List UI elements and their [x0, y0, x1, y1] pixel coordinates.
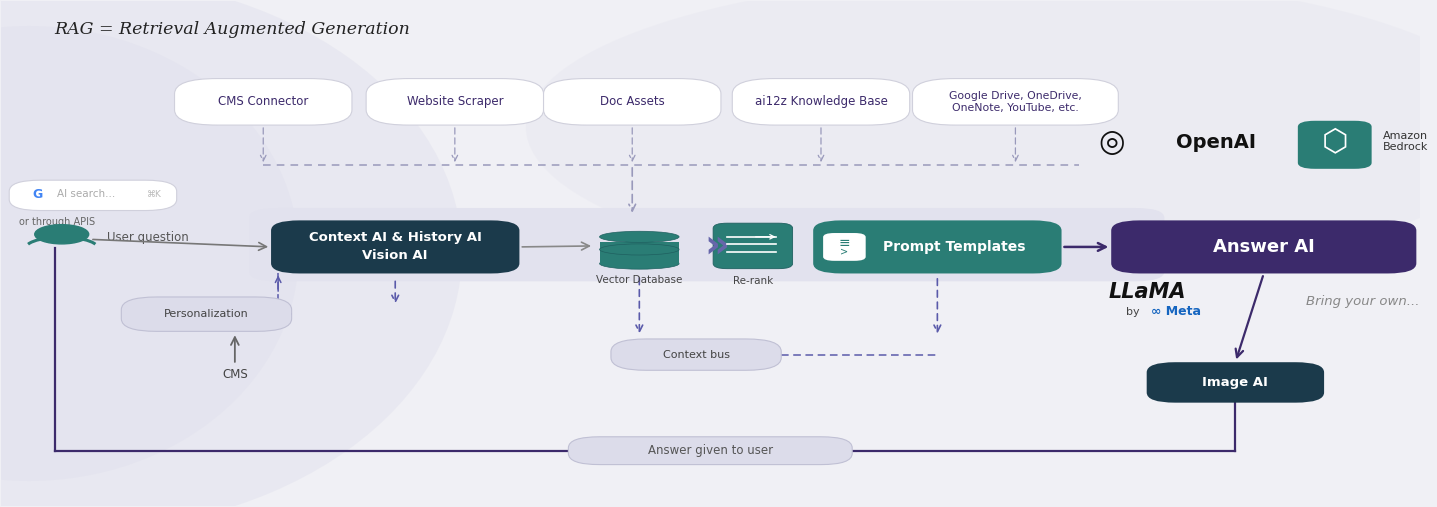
FancyBboxPatch shape	[569, 437, 852, 464]
FancyBboxPatch shape	[366, 79, 543, 125]
FancyBboxPatch shape	[912, 79, 1118, 125]
Text: Amazon: Amazon	[1382, 131, 1428, 141]
FancyBboxPatch shape	[121, 297, 292, 332]
Text: ⌘K: ⌘K	[147, 190, 162, 199]
FancyBboxPatch shape	[249, 208, 1164, 281]
Text: G: G	[32, 188, 42, 201]
Text: Website Scraper: Website Scraper	[407, 95, 503, 108]
Text: OpenAI: OpenAI	[1175, 133, 1256, 152]
Text: »: »	[704, 227, 730, 265]
Text: Bedrock: Bedrock	[1382, 142, 1428, 152]
Text: Re-rank: Re-rank	[733, 276, 773, 286]
Text: ∞ Meta: ∞ Meta	[1151, 305, 1201, 318]
Text: Answer given to user: Answer given to user	[648, 444, 773, 457]
Ellipse shape	[599, 231, 680, 242]
Text: or through APIS: or through APIS	[19, 216, 95, 227]
FancyBboxPatch shape	[272, 221, 519, 273]
Ellipse shape	[0, 26, 299, 481]
Text: Google Drive, OneDrive,
OneNote, YouTube, etc.: Google Drive, OneDrive, OneNote, YouTube…	[948, 91, 1082, 113]
FancyBboxPatch shape	[174, 79, 352, 125]
Text: Bring your own...: Bring your own...	[1306, 295, 1420, 308]
Text: by: by	[1127, 307, 1140, 317]
Text: >: >	[841, 247, 848, 257]
Text: ◎: ◎	[1099, 128, 1125, 157]
FancyBboxPatch shape	[1111, 221, 1417, 273]
FancyBboxPatch shape	[823, 233, 865, 261]
Text: CMS: CMS	[221, 369, 247, 381]
FancyBboxPatch shape	[9, 180, 177, 210]
Text: LLaMA: LLaMA	[1109, 282, 1186, 303]
FancyBboxPatch shape	[1298, 121, 1372, 169]
Ellipse shape	[599, 244, 680, 255]
Ellipse shape	[526, 0, 1437, 279]
Text: User question: User question	[108, 231, 188, 244]
Text: Doc Assets: Doc Assets	[599, 95, 664, 108]
Text: AI search...: AI search...	[57, 189, 116, 199]
FancyBboxPatch shape	[599, 249, 680, 264]
Text: CMS Connector: CMS Connector	[218, 95, 309, 108]
Text: ⬡: ⬡	[1322, 128, 1348, 157]
Text: Vector Database: Vector Database	[596, 275, 683, 285]
Ellipse shape	[0, 0, 461, 507]
Text: Context AI & History AI
Vision AI: Context AI & History AI Vision AI	[309, 231, 481, 263]
FancyBboxPatch shape	[611, 339, 782, 370]
Text: ai12z Knowledge Base: ai12z Knowledge Base	[754, 95, 888, 108]
FancyBboxPatch shape	[813, 221, 1062, 273]
Text: Prompt Templates: Prompt Templates	[884, 240, 1026, 254]
FancyBboxPatch shape	[733, 79, 910, 125]
Text: Personalization: Personalization	[164, 309, 249, 319]
Text: Answer AI: Answer AI	[1213, 238, 1315, 256]
Text: ≡: ≡	[839, 236, 851, 250]
Text: RAG = Retrieval Augmented Generation: RAG = Retrieval Augmented Generation	[55, 21, 411, 38]
FancyBboxPatch shape	[713, 223, 793, 269]
Circle shape	[34, 225, 89, 244]
FancyBboxPatch shape	[599, 242, 680, 255]
FancyBboxPatch shape	[1147, 362, 1323, 403]
Ellipse shape	[599, 258, 680, 269]
FancyBboxPatch shape	[543, 79, 721, 125]
Text: Image AI: Image AI	[1203, 376, 1269, 389]
Text: Context bus: Context bus	[662, 350, 730, 359]
